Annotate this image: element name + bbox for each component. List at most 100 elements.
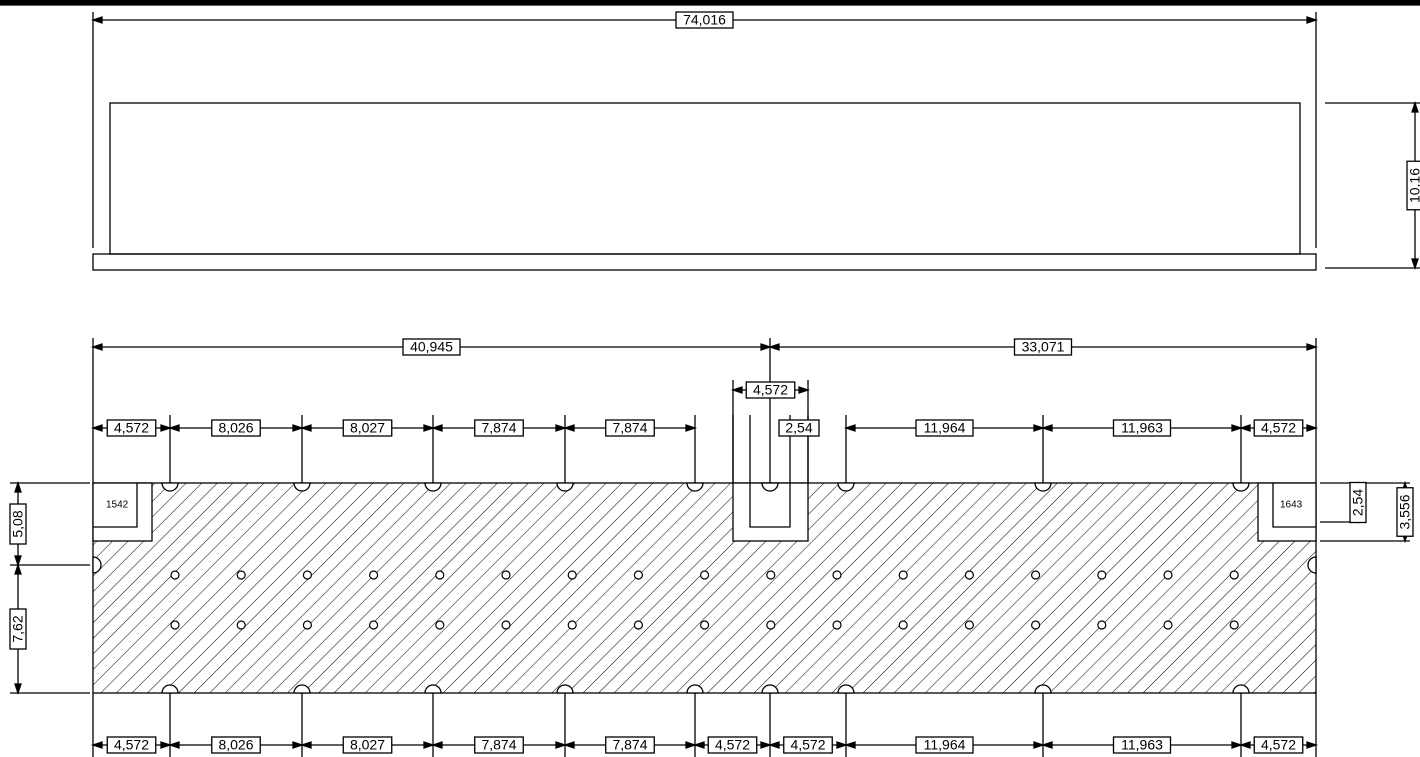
arrow bbox=[692, 741, 705, 749]
hole bbox=[1030, 570, 1041, 580]
slot-inner bbox=[749, 483, 791, 528]
label-bg bbox=[402, 338, 461, 356]
arrow bbox=[90, 741, 103, 749]
hole bbox=[898, 570, 908, 580]
arrow bbox=[90, 343, 103, 351]
notch bbox=[92, 556, 102, 574]
dimension-label: 5,08 bbox=[10, 510, 26, 537]
hole bbox=[1163, 620, 1173, 630]
arrow bbox=[843, 741, 856, 749]
hole bbox=[1229, 570, 1239, 580]
hole bbox=[302, 620, 312, 630]
arrow bbox=[1033, 424, 1046, 432]
hole bbox=[236, 570, 246, 580]
arrow bbox=[760, 741, 773, 749]
dimension-label: 10,16 bbox=[1407, 168, 1420, 203]
notch bbox=[1232, 482, 1250, 492]
dimension-label: 4,572 bbox=[114, 420, 149, 436]
label-bg bbox=[106, 419, 157, 437]
dimension-label: 33,071 bbox=[1022, 339, 1065, 355]
dimension-label: 4,572 bbox=[715, 737, 750, 753]
label-bg bbox=[474, 419, 524, 437]
hole bbox=[435, 570, 445, 580]
features: 1542 1643 bbox=[92, 482, 1317, 694]
dimension-label: 74,016 bbox=[683, 12, 726, 28]
notch bbox=[1034, 482, 1052, 492]
arrow bbox=[160, 424, 173, 432]
arrow bbox=[843, 424, 856, 432]
arrow bbox=[760, 343, 773, 351]
label-bg bbox=[778, 419, 820, 437]
label-bg bbox=[1112, 419, 1172, 437]
arrow bbox=[90, 424, 103, 432]
dimension-label: 7,874 bbox=[481, 420, 516, 436]
arrow bbox=[1306, 424, 1319, 432]
arrow bbox=[1040, 741, 1053, 749]
label-bg bbox=[605, 419, 655, 437]
hole bbox=[633, 570, 644, 580]
hole bbox=[170, 620, 180, 630]
hole bbox=[567, 570, 577, 580]
hole bbox=[369, 570, 379, 580]
label-bg bbox=[474, 736, 524, 754]
arrow bbox=[160, 741, 173, 749]
arrow bbox=[14, 683, 22, 696]
notch bbox=[556, 684, 574, 694]
arrow bbox=[1231, 741, 1244, 749]
arrow bbox=[299, 424, 312, 432]
arrow bbox=[299, 741, 312, 749]
dimension-label: 40,945 bbox=[410, 339, 453, 355]
hole bbox=[964, 620, 975, 630]
arrow bbox=[423, 424, 436, 432]
label-bg bbox=[342, 419, 393, 437]
label-bg bbox=[915, 419, 974, 437]
hole bbox=[898, 620, 908, 630]
hole bbox=[699, 570, 710, 580]
arrow bbox=[1306, 741, 1319, 749]
notch bbox=[761, 684, 779, 694]
arrow bbox=[1411, 100, 1419, 113]
label-bg bbox=[675, 11, 734, 29]
label-bg bbox=[9, 608, 27, 650]
label-bg bbox=[1349, 481, 1367, 524]
hole bbox=[964, 570, 975, 580]
base-outline bbox=[92, 253, 1317, 271]
notch bbox=[837, 482, 855, 492]
arrow bbox=[767, 343, 780, 351]
label-bg bbox=[211, 736, 261, 754]
hole bbox=[369, 620, 379, 630]
arrow bbox=[292, 424, 305, 432]
arrow bbox=[1238, 741, 1251, 749]
hole bbox=[1097, 620, 1107, 630]
arrow bbox=[562, 741, 575, 749]
arrow bbox=[730, 386, 743, 394]
dimension-label: 7,62 bbox=[10, 615, 26, 642]
dimension-label: 8,026 bbox=[218, 420, 253, 436]
slot bbox=[732, 482, 809, 542]
arrow bbox=[14, 480, 22, 493]
dimension-label: 4,572 bbox=[790, 737, 825, 753]
dimension-label: 4,572 bbox=[753, 382, 788, 398]
notch bbox=[161, 684, 179, 694]
dimension-label: 11,964 bbox=[924, 420, 966, 436]
arrow bbox=[555, 741, 568, 749]
hole bbox=[501, 570, 511, 580]
dimension-label: 11,963 bbox=[1121, 737, 1163, 753]
dimension-label: 7,874 bbox=[481, 737, 516, 753]
dimension-label: 2,54 bbox=[1350, 489, 1366, 516]
arrow bbox=[1231, 424, 1244, 432]
arrow bbox=[430, 424, 443, 432]
label-bg bbox=[915, 736, 974, 754]
label-bg bbox=[605, 736, 655, 754]
arrow bbox=[167, 741, 180, 749]
arrow bbox=[1411, 258, 1419, 271]
hole bbox=[633, 620, 644, 630]
arrow bbox=[555, 424, 568, 432]
label-bg bbox=[106, 736, 157, 754]
hole bbox=[1163, 570, 1173, 580]
label-bg bbox=[342, 736, 393, 754]
hole bbox=[236, 620, 246, 630]
label-bg bbox=[707, 736, 758, 754]
arrow bbox=[798, 386, 811, 394]
